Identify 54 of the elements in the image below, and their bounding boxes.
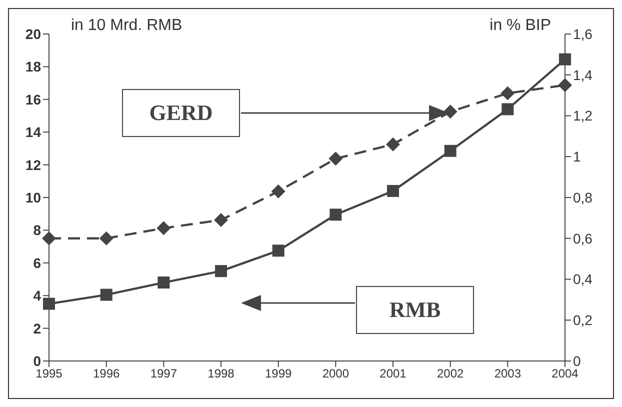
point xyxy=(99,231,114,246)
x-tick-label: 2002 xyxy=(436,366,464,381)
point xyxy=(444,144,456,157)
point xyxy=(215,265,227,278)
point xyxy=(100,288,112,301)
y-tick-label: 10 xyxy=(25,189,42,206)
point xyxy=(42,231,56,246)
point xyxy=(500,86,515,100)
point xyxy=(328,152,343,166)
point xyxy=(158,276,170,289)
point xyxy=(502,103,514,116)
point xyxy=(558,78,572,92)
point xyxy=(214,212,228,227)
legend-label: RMB xyxy=(356,286,474,334)
y-tick-label: 18 xyxy=(25,58,42,75)
text: GERD xyxy=(122,89,240,137)
x-tick-label: 1997 xyxy=(150,366,178,381)
x-tick-label: 1996 xyxy=(92,366,120,381)
y2-axis-title: in % BIP xyxy=(490,17,551,35)
point xyxy=(43,298,55,310)
x-tick-label: 1999 xyxy=(264,366,292,381)
y-tick-label: 14 xyxy=(25,124,42,140)
point xyxy=(443,104,458,119)
y-tick-label: 20 xyxy=(25,26,42,42)
y-tick-label: 4 xyxy=(33,288,42,304)
point xyxy=(387,184,399,197)
y2-tick-label: 0,2 xyxy=(573,312,593,328)
y-tick-label: 6 xyxy=(33,254,42,271)
point xyxy=(156,221,171,236)
y2-tick-label: 0,8 xyxy=(573,189,593,206)
y2-tick-label: 0 xyxy=(573,352,581,369)
y-tick-label: 2 xyxy=(33,320,42,336)
x-tick-label: 2003 xyxy=(494,366,522,381)
x-tick-label: 1995 xyxy=(36,366,63,381)
y2-tick-label: 0,6 xyxy=(573,230,593,246)
y2-tick-label: 0,4 xyxy=(573,271,593,288)
y-axis-title: in 10 Mrd. RMB xyxy=(71,17,182,35)
y2-tick-label: 1,6 xyxy=(573,26,593,42)
y2-tick-label: 1,2 xyxy=(573,108,593,124)
y-tick-label: 8 xyxy=(33,222,42,238)
point xyxy=(330,208,342,221)
x-tick-label: 2004 xyxy=(552,366,579,381)
y-tick-label: 16 xyxy=(25,91,42,108)
point xyxy=(271,184,286,198)
point xyxy=(272,244,284,257)
point xyxy=(559,53,571,66)
y2-tick-label: 1,4 xyxy=(573,66,593,83)
y2-tick-label: 1 xyxy=(573,148,581,165)
y-tick-label: 12 xyxy=(25,156,42,173)
x-tick-label: 1998 xyxy=(208,366,235,381)
x-tick-label: 2000 xyxy=(322,366,350,381)
point xyxy=(386,137,400,152)
x-tick-label: 2001 xyxy=(380,366,407,381)
y-tick-label: 0 xyxy=(33,352,42,369)
